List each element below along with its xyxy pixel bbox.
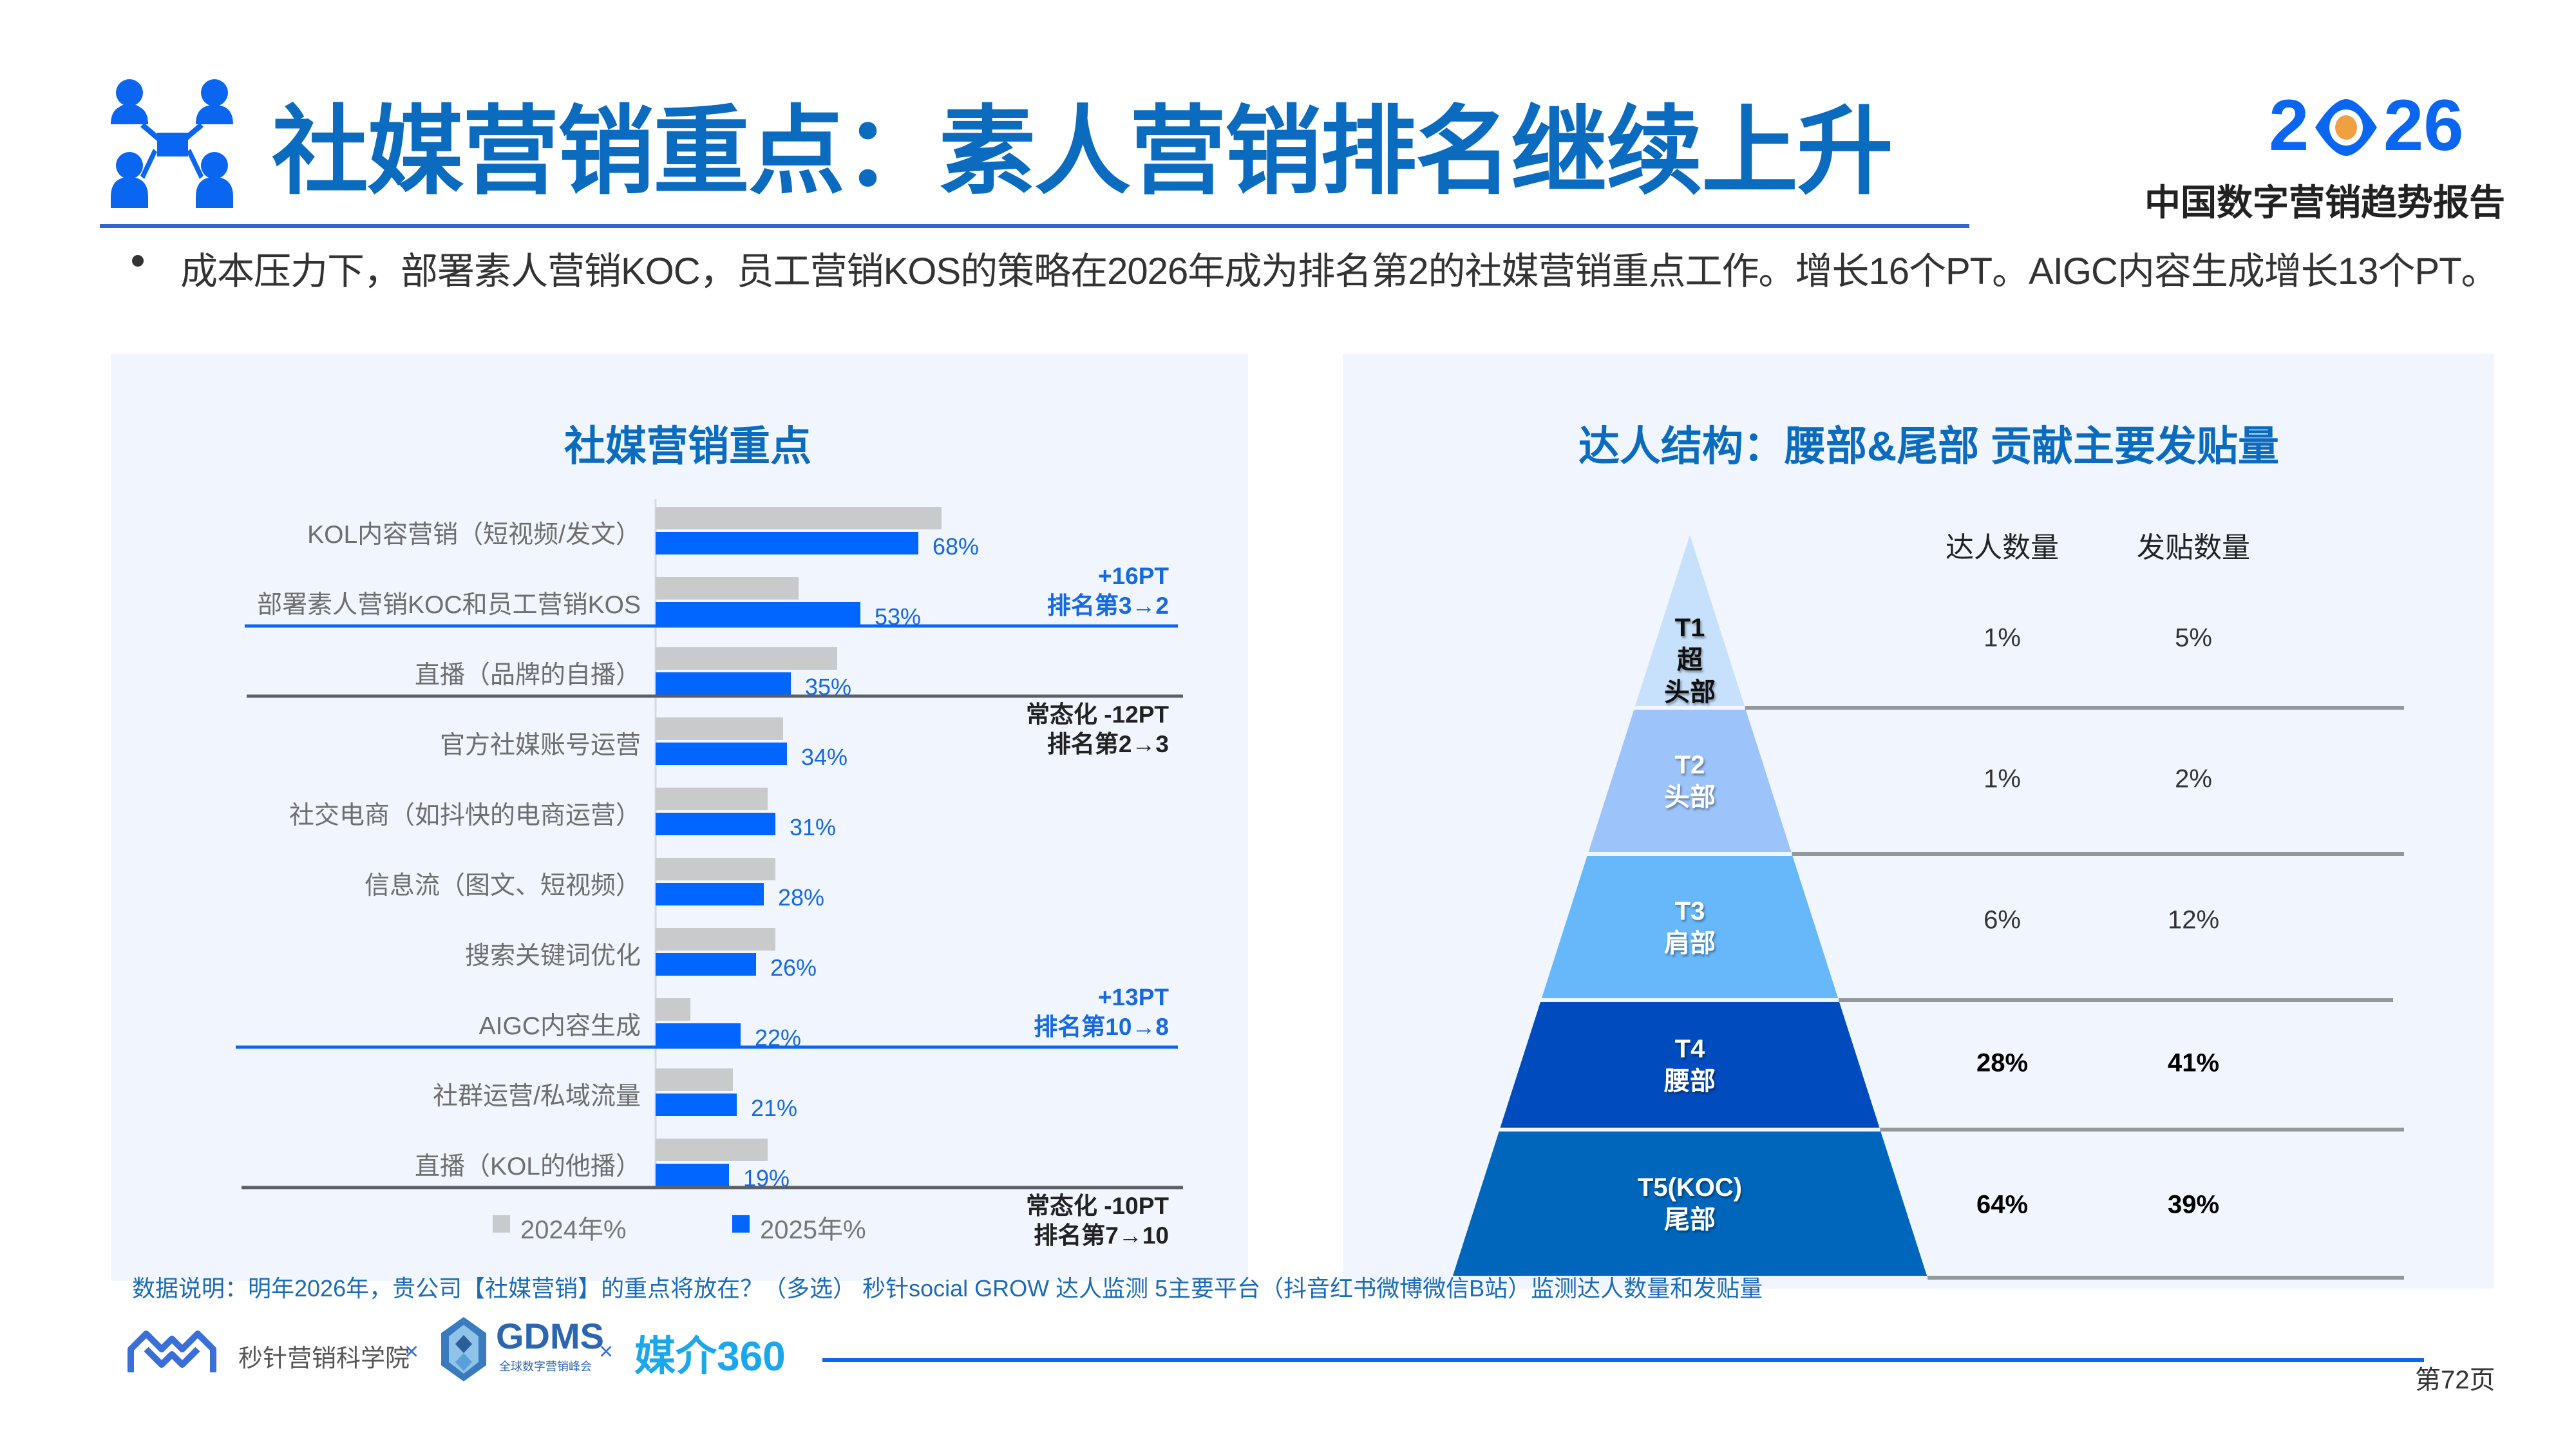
- times-separator-1: ×: [404, 1338, 419, 1365]
- footer-divider: [822, 1358, 2424, 1362]
- value-label: 28%: [778, 884, 825, 911]
- bullet-icon: [132, 255, 144, 267]
- tier-label-line: T2: [1674, 750, 1705, 779]
- category-label: AIGC内容生成: [478, 1012, 641, 1040]
- category-label: 直播（品牌的自播）: [414, 661, 641, 689]
- legend-swatch-2024: [493, 1215, 510, 1233]
- gdms-logo-icon: [441, 1317, 486, 1381]
- tier-label-line: 头部: [1664, 782, 1716, 811]
- tier-label-line: T5(KOC): [1637, 1173, 1743, 1202]
- tier-posts-value: 2%: [2175, 764, 2212, 793]
- gdms-logo-text: GDMS: [496, 1316, 604, 1356]
- tier-label-line: 尾部: [1664, 1206, 1716, 1234]
- eye-logo-icon: [2315, 99, 2377, 156]
- annotation-line2: 排名第3→2: [1046, 592, 1169, 619]
- tier-posts-value: 12%: [2167, 905, 2220, 934]
- value-label: 34%: [801, 744, 848, 770]
- tier-label-line: T3: [1674, 896, 1705, 925]
- legend-swatch-2025: [732, 1215, 750, 1233]
- category-label: 官方社媒账号运营: [439, 732, 641, 759]
- title-divider: [100, 224, 1969, 228]
- column-header-posts: 发贴数量: [2137, 532, 2250, 564]
- annotation-line1: +16PT: [1097, 563, 1169, 589]
- tier-label: T5(KOC) 尾部: [1638, 1171, 1742, 1236]
- tier-label-line: T1: [1674, 614, 1705, 642]
- value-label: 21%: [751, 1095, 798, 1121]
- value-label: 53%: [875, 603, 922, 630]
- tier-label-line: T4: [1674, 1034, 1705, 1063]
- tier-label-line: 肩部: [1664, 929, 1716, 958]
- bar-chart-title: 社媒营销重点: [564, 423, 811, 469]
- category-label: KOL内容营销（短视频/发文）: [307, 521, 641, 549]
- category-label: 社交电商（如抖快的电商运营）: [289, 802, 641, 829]
- legend-label-2025: 2025年%: [760, 1216, 866, 1244]
- category-label: 搜索关键词优化: [464, 942, 641, 970]
- annotation-line2: 排名第2→3: [1046, 731, 1169, 757]
- annotation-line1: 常态化 -10PT: [1025, 1193, 1169, 1219]
- value-label: 26%: [770, 954, 817, 981]
- tier-label: T4 腰部: [1664, 1033, 1716, 1097]
- pyramid-chart-title: 达人结构：腰部&尾部 贡献主要发贴量: [1578, 423, 2279, 469]
- page-title: 社媒营销重点：素人营销排名继续上升: [272, 97, 1893, 205]
- value-label: 68%: [933, 533, 980, 560]
- tier-posts-value: 5%: [2175, 623, 2212, 652]
- miaozhen-logo: [127, 1330, 217, 1375]
- tier-label: T3 肩部: [1664, 895, 1716, 960]
- category-label: 直播（KOL的他播）: [414, 1153, 641, 1180]
- value-label: 35%: [805, 674, 852, 700]
- data-source-note: 数据说明：明年2026年，贵公司【社媒营销】的重点将放在？（多选） 秒针soci…: [132, 1275, 1763, 1302]
- tier-posts-value: 39%: [2167, 1190, 2220, 1219]
- value-label: 31%: [790, 814, 837, 840]
- value-label: 19%: [743, 1165, 790, 1191]
- annotation-line1: 常态化 -12PT: [1025, 701, 1169, 728]
- people-network-icon: [111, 79, 233, 208]
- tier-label-line: 超: [1677, 646, 1703, 674]
- page-number: 第72页: [2415, 1366, 2496, 1394]
- tier-creators-value: 1%: [1984, 764, 2021, 793]
- brand-year-left: 2: [2269, 85, 2309, 166]
- tier-label: T1 超头部: [1664, 612, 1716, 708]
- tier-creators-value: 64%: [1976, 1190, 2029, 1219]
- meijie360-logo-text: 媒介360: [634, 1333, 786, 1379]
- summary-bullet: 成本压力下，部署素人营销KOC，员工营销KOS的策略在2026年成为排名第2的社…: [180, 251, 2499, 292]
- category-label: 信息流（图文、短视频）: [364, 872, 641, 900]
- brand-year-right: 26: [2383, 85, 2464, 166]
- left-chart-panel: [111, 354, 1248, 1281]
- miaozhen-logo-icon: [128, 1331, 216, 1372]
- right-chart-panel: [1343, 354, 2494, 1289]
- tier-creators-value: 1%: [1984, 623, 2021, 652]
- tier-creators-value: 28%: [1976, 1048, 2029, 1077]
- tier-label-line: 头部: [1664, 678, 1716, 706]
- annotation-line2: 排名第10→8: [1034, 1014, 1169, 1040]
- annotation-line2: 排名第7→10: [1034, 1222, 1169, 1249]
- legend-label-2024: 2024年%: [520, 1216, 627, 1244]
- brand-logo-2026: 2 26: [2264, 85, 2496, 166]
- column-header-creators: 达人数量: [1946, 532, 2059, 564]
- miaozhen-logo-text: 秒针营销科学院: [238, 1345, 410, 1372]
- report-subtitle: 中国数字营销趋势报告: [2145, 182, 2505, 223]
- category-label: 社群运营/私域流量: [433, 1083, 641, 1110]
- tier-posts-value: 41%: [2167, 1048, 2220, 1077]
- annotation-line1: +13PT: [1097, 984, 1169, 1010]
- tier-label-line: 腰部: [1664, 1066, 1716, 1095]
- value-label: 22%: [755, 1025, 802, 1051]
- times-separator-2: ×: [599, 1338, 614, 1365]
- category-label: 部署素人营销KOC和员工营销KOS: [257, 591, 641, 619]
- tier-label: T2 头部: [1664, 749, 1716, 813]
- tier-creators-value: 6%: [1984, 905, 2021, 934]
- gdms-logo-subtext: 全球数字营销峰会: [499, 1360, 592, 1373]
